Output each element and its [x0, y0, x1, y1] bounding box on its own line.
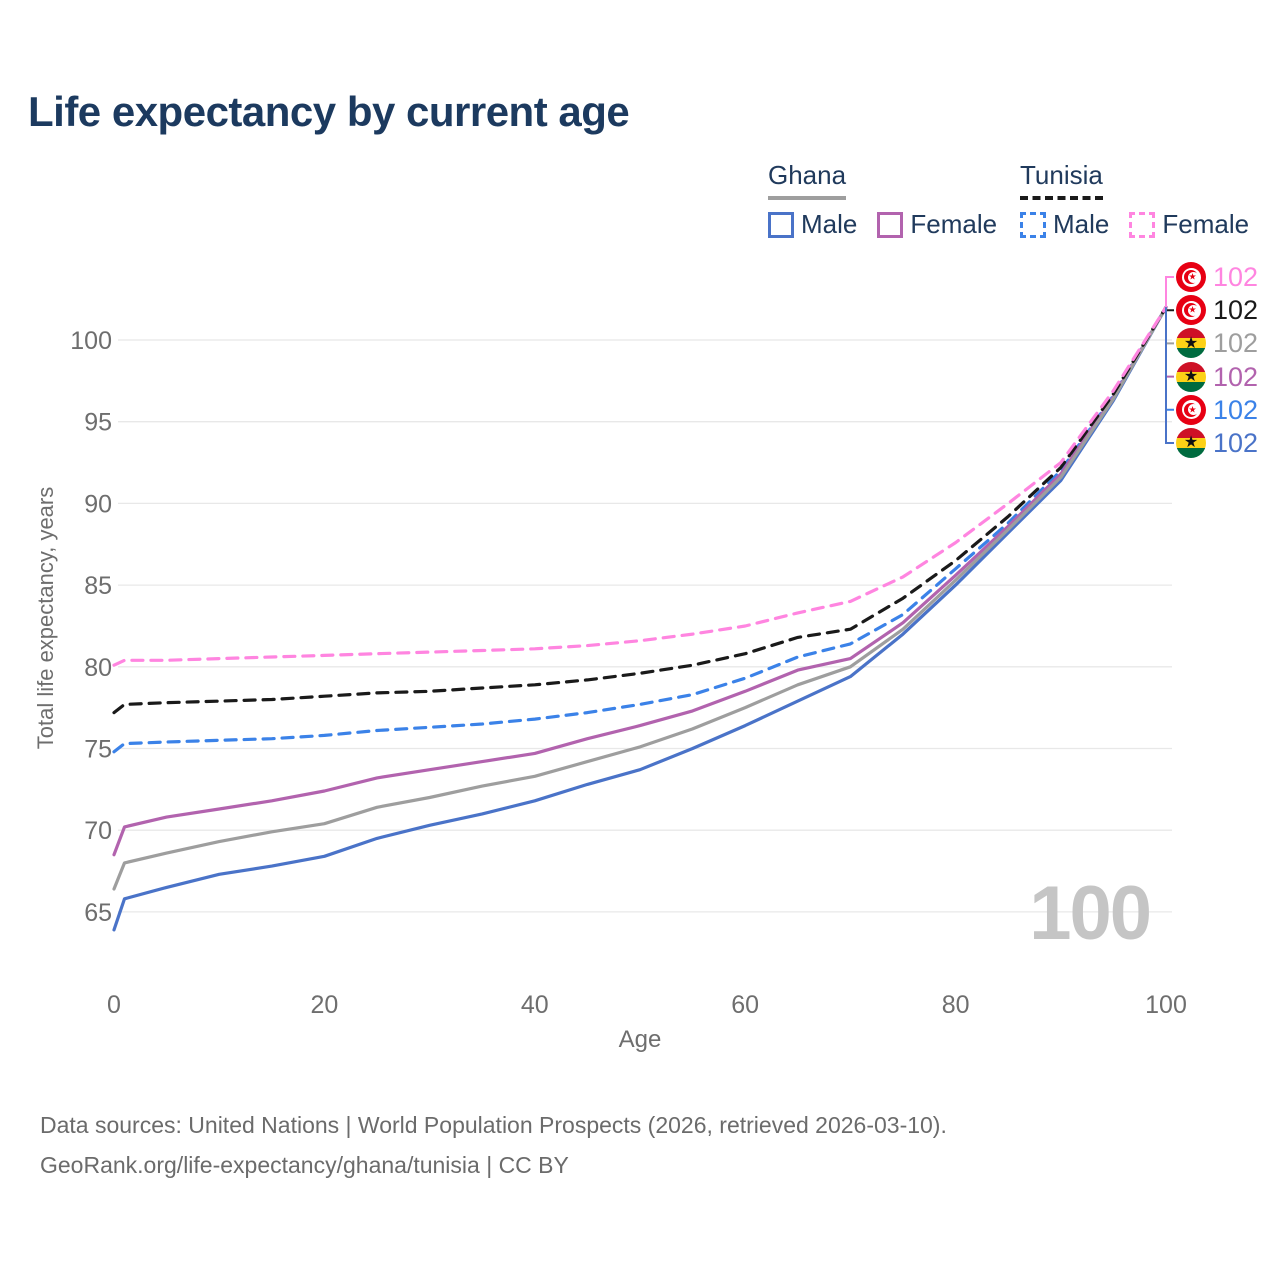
x-tick-label-40: 40 — [521, 991, 549, 1019]
legend-item-label: Female — [910, 209, 998, 239]
y-tick-label-65: 65 — [84, 899, 112, 927]
legend-item-tunisia-female[interactable]: Female — [1129, 209, 1249, 240]
legend-item-label: Male — [1053, 209, 1110, 239]
end-value: 102 — [1213, 295, 1259, 326]
y-tick-label-70: 70 — [84, 817, 112, 845]
line-ghana-male[interactable] — [112, 305, 1168, 932]
line-tunisia-both-sexes[interactable] — [112, 305, 1168, 715]
leader-line-tunisia-male — [1165, 307, 1174, 411]
tunisia-flag-icon: ★ — [1176, 394, 1206, 425]
end-label-tunisia-male: ★ 102 — [1176, 394, 1259, 425]
line-tunisia-female[interactable] — [112, 305, 1168, 667]
x-tick-label-0: 0 — [107, 991, 121, 1019]
legend-items: Male Female — [1020, 209, 1249, 240]
legend-group-tunisia: Tunisia Male Female — [1020, 160, 1249, 240]
legend-heading-tunisia: Tunisia — [1020, 160, 1103, 200]
tunisia-flag-icon: ★ — [1176, 262, 1206, 292]
end-value: 102 — [1213, 361, 1259, 392]
ghana-flag-icon: ★ — [1176, 428, 1206, 458]
leader-line-ghana-male — [1165, 307, 1174, 444]
legend-items: Male Female — [768, 209, 997, 240]
legend-item-label: Female — [1162, 209, 1250, 239]
footer: Data sources: United Nations | World Pop… — [40, 1105, 947, 1185]
end-value: 102 — [1213, 394, 1259, 425]
end-label-ghana-male: ★ 102 — [1176, 428, 1258, 458]
leader-line-tunisia-female — [1165, 276, 1174, 308]
age-counter-watermark: 100 — [1029, 871, 1152, 956]
legend-swatch-icon[interactable] — [1129, 211, 1156, 238]
y-tick-label-80: 80 — [84, 654, 112, 682]
line-tunisia-male[interactable] — [112, 305, 1168, 754]
legend-item-ghana-male[interactable]: Male — [768, 209, 857, 240]
ghana-flag-icon: ★ — [1176, 361, 1206, 392]
legend-group-ghana: Ghana Male Female — [768, 160, 997, 240]
x-tick-label-20: 20 — [310, 991, 338, 1019]
legend-swatch-icon[interactable] — [1020, 211, 1046, 238]
end-value: 102 — [1213, 328, 1259, 359]
y-tick-label-75: 75 — [84, 736, 112, 764]
y-tick-label-100: 100 — [70, 327, 112, 355]
footer-link[interactable]: GeoRank.org/life-expectancy/ghana/tunisi… — [40, 1152, 569, 1178]
x-axis-title: Age — [618, 1026, 662, 1053]
line-ghana-both-sexes[interactable] — [112, 305, 1168, 891]
end-value: 102 — [1213, 262, 1259, 292]
chart-plot-area: 65 70 75 80 85 90 95 100 0 20 40 60 80 100 — [70, 276, 1187, 1019]
ghana-flag-icon: ★ — [1176, 328, 1206, 359]
end-label-tunisia-both-sexes: ★ 102 — [1176, 295, 1259, 326]
x-tick-label-60: 60 — [731, 991, 759, 1019]
leader-line-ghana-female — [1165, 307, 1174, 378]
end-label-ghana-both-sexes: ★ 102 — [1176, 328, 1259, 359]
end-label-ghana-female: ★ 102 — [1176, 361, 1259, 392]
end-value: 102 — [1213, 428, 1259, 458]
y-axis-title: Total life expectancy, years — [33, 486, 58, 750]
legend-item-label: Male — [801, 209, 858, 239]
x-tick-label-100: 100 — [1145, 991, 1187, 1019]
legend-item-ghana-female[interactable]: Female — [877, 209, 997, 240]
legend-swatch-icon[interactable] — [768, 211, 794, 238]
legend-heading-ghana: Ghana — [768, 160, 847, 200]
legend-item-tunisia-male[interactable]: Male — [1020, 209, 1109, 240]
x-tick-label-80: 80 — [942, 991, 970, 1019]
end-label-tunisia-female: ★ 102 — [1176, 262, 1258, 292]
footer-data-sources: Data sources: United Nations | World Pop… — [40, 1112, 947, 1138]
leader-line-ghana-both-sexes — [1165, 307, 1174, 345]
tunisia-flag-icon: ★ — [1176, 295, 1206, 326]
y-tick-label-95: 95 — [84, 409, 112, 437]
y-tick-label-85: 85 — [84, 572, 112, 600]
line-ghana-female[interactable] — [112, 305, 1168, 857]
legend-swatch-icon[interactable] — [877, 211, 904, 238]
chart-title: Life expectancy by current age — [28, 88, 630, 135]
y-tick-label-90: 90 — [84, 490, 112, 518]
